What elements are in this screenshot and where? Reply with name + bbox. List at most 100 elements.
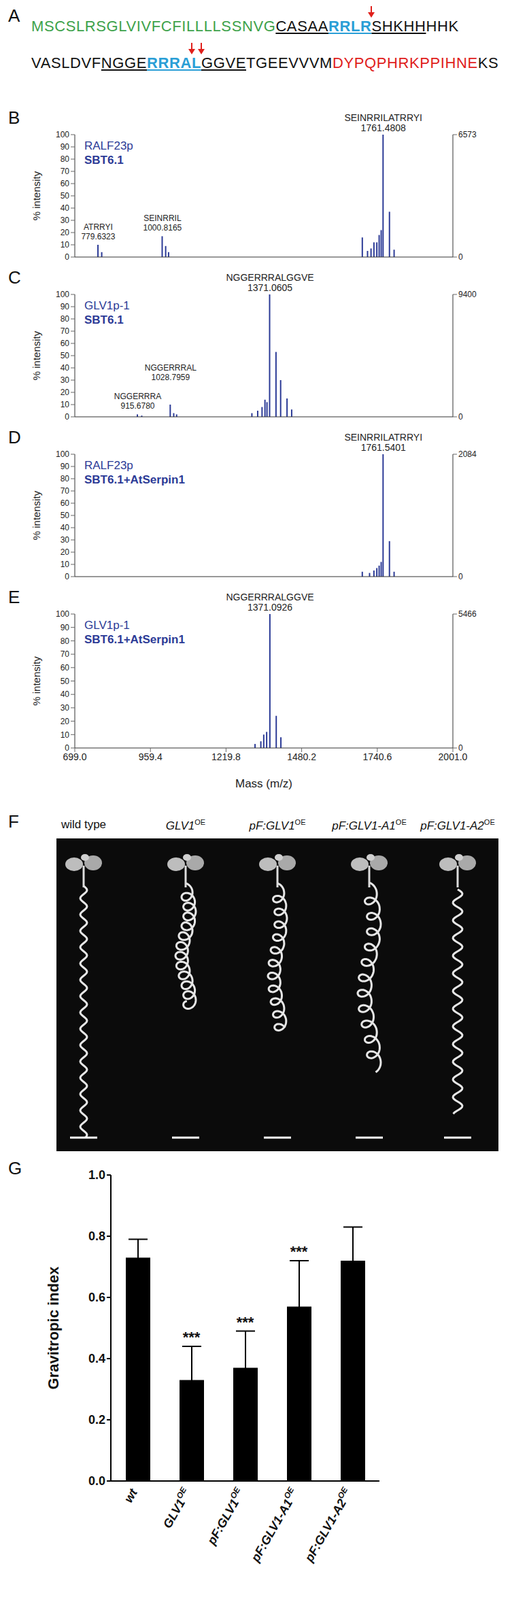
svg-text:40: 40 [60, 689, 71, 700]
svg-text:0: 0 [64, 252, 70, 262]
svg-text:NGGERRRALGGVE: NGGERRRALGGVE [225, 272, 314, 283]
svg-text:915.6780: 915.6780 [120, 401, 155, 411]
svg-text:pF:GLV1OE: pF:GLV1OE [202, 1485, 249, 1548]
svg-text:0.4: 0.4 [88, 1351, 106, 1366]
svg-text:0.0: 0.0 [88, 1474, 106, 1488]
svg-text:***: *** [182, 1328, 201, 1346]
svg-text:90: 90 [60, 301, 71, 312]
svg-text:1.0: 1.0 [88, 1168, 106, 1182]
svg-text:9400: 9400 [458, 289, 477, 300]
svg-text:80: 80 [60, 473, 71, 484]
svg-text:1028.7959: 1028.7959 [150, 372, 190, 383]
svg-text:70: 70 [60, 326, 71, 336]
svg-text:30: 30 [60, 703, 71, 713]
svg-text:0: 0 [458, 571, 464, 582]
svg-text:60: 60 [60, 498, 71, 508]
svg-text:0: 0 [458, 743, 464, 753]
svg-text:90: 90 [60, 622, 71, 633]
svg-text:SEINRRIL: SEINRRIL [143, 213, 182, 224]
svg-text:60: 60 [60, 663, 71, 673]
svg-text:1480.2: 1480.2 [286, 751, 317, 763]
svg-text:50: 50 [60, 676, 71, 687]
svg-text:2084: 2084 [458, 449, 477, 459]
svg-text:699.0: 699.0 [62, 751, 87, 763]
svg-text:959.4: 959.4 [138, 751, 163, 763]
svg-text:% intensity: % intensity [30, 490, 43, 540]
svg-text:100: 100 [55, 129, 70, 140]
svg-text:70: 70 [60, 486, 71, 496]
svg-text:GLV1OE: GLV1OE [158, 1485, 194, 1531]
svg-text:30: 30 [60, 535, 71, 545]
svg-text:0.6: 0.6 [88, 1290, 106, 1305]
svg-text:pF:GLV1-A1OE: pF:GLV1-A1OE [246, 1485, 302, 1565]
svg-text:0.2: 0.2 [88, 1413, 106, 1427]
svg-text:1761.5401: 1761.5401 [361, 442, 406, 453]
html-text:MSCSLRSGLVIVFCFILLLLSSNVG CASA: MSCSLRSGLVIVFCFILLLLSSNVG CASAA RRLR SHK… [31, 17, 459, 35]
svg-text:pF:GLV1-A2OE: pF:GLV1-A2OE [299, 1485, 355, 1565]
svg-text:1371.0605: 1371.0605 [247, 282, 293, 294]
svg-text:80: 80 [60, 154, 71, 164]
svg-text:10: 10 [60, 730, 71, 740]
svg-text:0: 0 [64, 412, 70, 422]
svg-text:60: 60 [60, 338, 71, 349]
svg-text:0: 0 [64, 571, 70, 582]
svg-text:80: 80 [60, 636, 71, 646]
svg-text:% intensity: % intensity [30, 170, 43, 221]
svg-text:0: 0 [64, 743, 70, 753]
svg-text:50: 50 [60, 191, 71, 201]
svg-text:% intensity: % intensity [30, 330, 43, 381]
svg-text:***: *** [290, 1243, 309, 1261]
svg-text:20: 20 [60, 716, 71, 727]
html-text:VASLDVF NGGE RRRA L GGVE TGEEV: VASLDVF NGGE RRRA L GGVE TGEEVVVM DYPQPH… [31, 54, 499, 72]
svg-text:1761.4808: 1761.4808 [361, 122, 406, 134]
svg-text:1371.0926: 1371.0926 [247, 601, 293, 613]
svg-text:SEINRRILATRRYI: SEINRRILATRRYI [344, 112, 423, 124]
svg-text:1219.8: 1219.8 [211, 751, 241, 763]
svg-text:NGGERRRAL: NGGERRRAL [144, 363, 197, 373]
svg-text:1740.6: 1740.6 [362, 751, 392, 763]
svg-text:30: 30 [60, 375, 71, 385]
svg-text:30: 30 [60, 215, 71, 226]
svg-text:% intensity: % intensity [30, 656, 43, 706]
svg-text:40: 40 [60, 363, 71, 373]
svg-text:60: 60 [60, 178, 71, 189]
html-text:GLV1OE: GLV1OE [165, 818, 206, 833]
svg-text:1000.8165: 1000.8165 [143, 223, 183, 233]
svg-text:10: 10 [60, 399, 71, 410]
svg-text:100: 100 [55, 449, 70, 459]
html-text:pF:GLV1-A2OE: pF:GLV1-A2OE [420, 818, 495, 833]
svg-text:90: 90 [60, 142, 71, 152]
svg-text:0.8: 0.8 [88, 1229, 106, 1244]
svg-text:Gravitropic index: Gravitropic index [44, 1266, 62, 1390]
svg-text:40: 40 [60, 203, 71, 213]
svg-text:5466: 5466 [458, 609, 477, 619]
svg-text:10: 10 [60, 559, 71, 570]
svg-text:***: *** [236, 1313, 255, 1331]
svg-text:100: 100 [55, 609, 70, 619]
svg-text:70: 70 [60, 649, 71, 659]
html-text:pF:GLV1OE: pF:GLV1OE [249, 818, 306, 833]
svg-text:90: 90 [60, 461, 71, 472]
svg-text:wt: wt [121, 1485, 141, 1505]
svg-text:80: 80 [60, 314, 71, 324]
svg-text:100: 100 [55, 289, 70, 300]
svg-text:50: 50 [60, 350, 71, 361]
svg-text:ATRRYI: ATRRYI [83, 222, 113, 232]
svg-text:10: 10 [60, 240, 71, 250]
svg-text:70: 70 [60, 166, 71, 177]
svg-text:779.6323: 779.6323 [80, 231, 115, 242]
html-text:pF:GLV1-A1OE: pF:GLV1-A1OE [332, 818, 407, 833]
svg-text:SEINRRILATRRYI: SEINRRILATRRYI [344, 431, 423, 443]
svg-text:50: 50 [60, 510, 71, 521]
svg-text:Mass (m/z): Mass (m/z) [235, 777, 293, 791]
svg-text:20: 20 [60, 227, 71, 238]
svg-text:NGGERRRA: NGGERRRA [114, 391, 162, 402]
svg-text:20: 20 [60, 387, 71, 398]
svg-text:20: 20 [60, 547, 71, 557]
svg-text:NGGERRRALGGVE: NGGERRRALGGVE [225, 591, 314, 603]
svg-text:0: 0 [458, 412, 464, 422]
svg-text:2001.0: 2001.0 [438, 751, 468, 763]
svg-text:6573: 6573 [458, 129, 477, 140]
svg-text:40: 40 [60, 522, 71, 533]
svg-text:0: 0 [458, 252, 464, 262]
